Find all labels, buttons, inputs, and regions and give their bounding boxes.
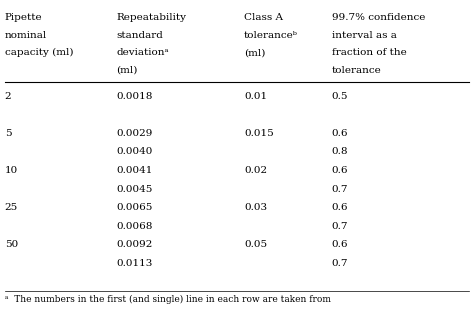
Text: standard: standard	[116, 31, 163, 40]
Text: 0.6: 0.6	[332, 166, 348, 175]
Text: 0.0045: 0.0045	[116, 185, 153, 194]
Text: 25: 25	[5, 203, 18, 212]
Text: 0.0092: 0.0092	[116, 240, 153, 249]
Text: deviationᵃ: deviationᵃ	[116, 48, 169, 57]
Text: 0.0029: 0.0029	[116, 129, 153, 138]
Text: toleranceᵇ: toleranceᵇ	[244, 31, 298, 40]
Text: capacity (ml): capacity (ml)	[5, 48, 73, 57]
Text: (ml): (ml)	[244, 48, 265, 57]
Text: Repeatability: Repeatability	[116, 13, 186, 22]
Text: Pipette: Pipette	[5, 13, 42, 22]
Text: 0.6: 0.6	[332, 129, 348, 138]
Text: 0.6: 0.6	[332, 203, 348, 212]
Text: interval as a: interval as a	[332, 31, 397, 40]
Text: 0.0113: 0.0113	[116, 259, 153, 268]
Text: 0.5: 0.5	[332, 92, 348, 101]
Text: 0.0040: 0.0040	[116, 147, 153, 156]
Text: 0.7: 0.7	[332, 185, 348, 194]
Text: 0.0041: 0.0041	[116, 166, 153, 175]
Text: 0.03: 0.03	[244, 203, 267, 212]
Text: 5: 5	[5, 129, 11, 138]
Text: (ml): (ml)	[116, 66, 137, 75]
Text: 0.7: 0.7	[332, 259, 348, 268]
Text: Class A: Class A	[244, 13, 283, 22]
Text: 0.02: 0.02	[244, 166, 267, 175]
Text: nominal: nominal	[5, 31, 47, 40]
Text: 0.0068: 0.0068	[116, 222, 153, 231]
Text: 2: 2	[5, 92, 11, 101]
Text: 0.6: 0.6	[332, 240, 348, 249]
Text: 0.7: 0.7	[332, 222, 348, 231]
Text: 0.0018: 0.0018	[116, 92, 153, 101]
Text: 0.0065: 0.0065	[116, 203, 153, 212]
Text: 0.015: 0.015	[244, 129, 274, 138]
Text: 0.8: 0.8	[332, 147, 348, 156]
Text: 10: 10	[5, 166, 18, 175]
Text: 50: 50	[5, 240, 18, 249]
Text: tolerance: tolerance	[332, 66, 382, 75]
Text: 0.05: 0.05	[244, 240, 267, 249]
Text: 99.7% confidence: 99.7% confidence	[332, 13, 425, 22]
Text: ᵃ  The numbers in the first (and single) line in each row are taken from: ᵃ The numbers in the first (and single) …	[5, 295, 331, 304]
Text: fraction of the: fraction of the	[332, 48, 407, 57]
Text: 0.01: 0.01	[244, 92, 267, 101]
